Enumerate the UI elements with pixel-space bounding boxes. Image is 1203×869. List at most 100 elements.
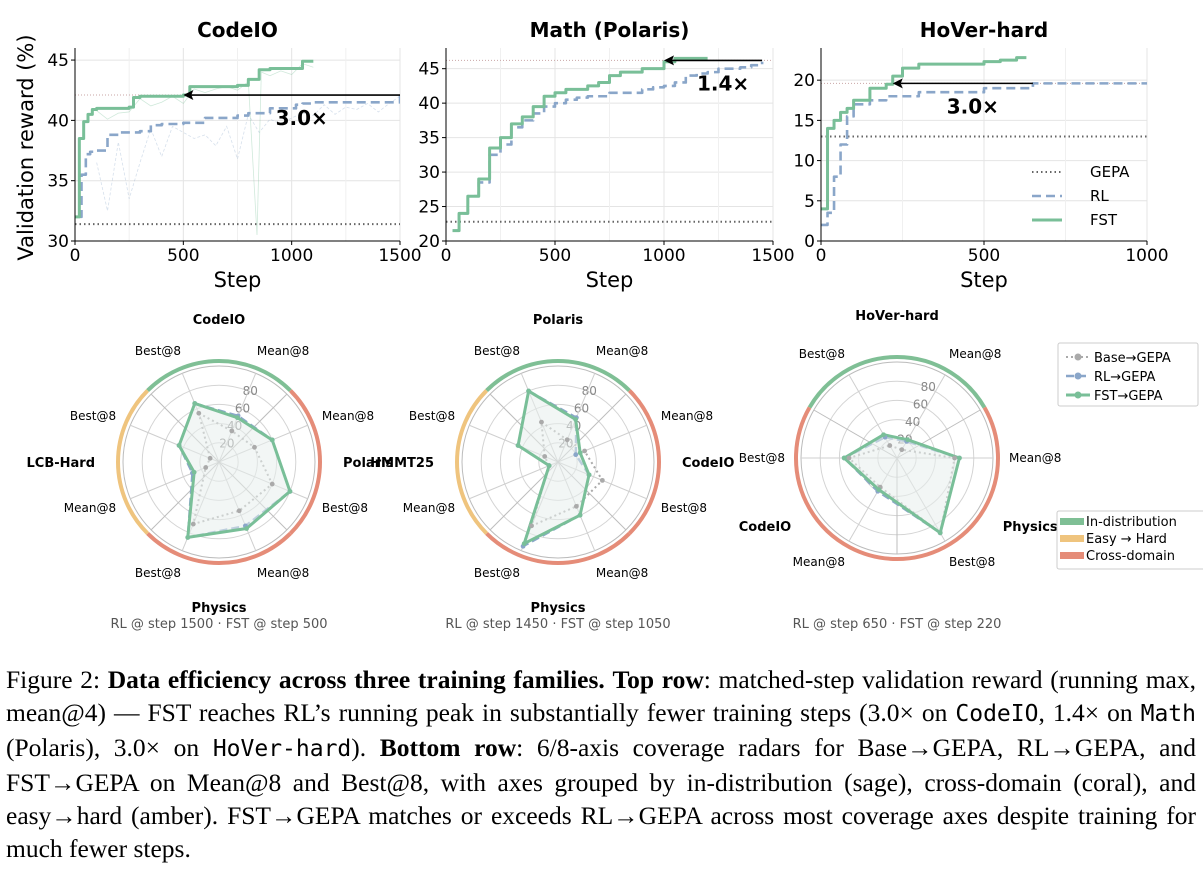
radar-group-band	[897, 406, 1000, 561]
radar-outer-ring	[122, 365, 316, 559]
x-axis-label: Step	[960, 268, 1008, 292]
radar-group-label: Polaris	[343, 456, 394, 471]
series-line-rl	[79, 95, 400, 219]
radar-point	[185, 534, 191, 540]
radar-group-band	[628, 389, 661, 535]
caption-mid-3: ).	[351, 733, 380, 762]
radar-axis-label: Mean@8	[257, 566, 309, 580]
radar-group-band	[146, 359, 292, 392]
radar-point	[192, 401, 198, 406]
y-tick-label: 45	[418, 60, 440, 80]
plot-area	[446, 56, 773, 233]
radar-ring-label: 80	[921, 380, 936, 394]
series-line-fst	[452, 56, 708, 233]
radar-axis-label: Best@8	[135, 344, 181, 358]
legend-marker	[1074, 353, 1082, 361]
radar-axis-label: Best@8	[322, 501, 368, 515]
caption-code-hover: HoVer-hard	[212, 736, 352, 762]
caption-code-codeio: CodeIO	[955, 701, 1039, 727]
y-tick-label: 35	[47, 172, 69, 192]
radar-point	[846, 455, 852, 461]
radar-point	[564, 437, 570, 443]
legend-box	[1056, 510, 1203, 570]
radar-point	[899, 447, 905, 453]
radar-axis-label: Best@8	[135, 566, 181, 580]
radar-group-band	[289, 389, 322, 535]
radar-group-band	[116, 389, 149, 535]
caption-prefix: Figure 2:	[6, 665, 108, 694]
series-line-fst	[821, 56, 1027, 211]
radar-chart-0: 20406080Best@8Mean@8CodeIOMean@8Best@8Po…	[27, 313, 394, 632]
radar-point	[546, 463, 552, 469]
x-tick-label: 1000	[270, 246, 313, 266]
series-line-rl	[821, 82, 1147, 227]
radar-point	[542, 454, 548, 459]
radar-axis-label: Best@8	[661, 501, 707, 515]
radar-group-label: CodeIO	[682, 456, 734, 471]
radar-point	[599, 477, 605, 483]
legend-label: In-distribution	[1086, 515, 1177, 530]
y-tick-label: 0	[804, 232, 815, 252]
radar-point	[573, 452, 579, 458]
chart-title: CodeIO	[197, 18, 278, 42]
radar-group-label: CodeIO	[739, 520, 791, 535]
radar-point	[573, 503, 579, 509]
caption-mid-2: (Polaris), 3.0× on	[6, 733, 213, 762]
radar-axis-label: Mean@8	[1009, 451, 1061, 465]
radar-point	[287, 488, 293, 494]
radar-group-band	[794, 406, 898, 561]
legend-label: Base→GEPA	[1094, 351, 1171, 366]
x-tick-label: 1500	[751, 246, 794, 266]
y-tick-label: 20	[793, 71, 815, 91]
x-tick-label: 0	[441, 246, 452, 266]
legend-label: Cross-domain	[1086, 549, 1175, 564]
legend-label: FST→GEPA	[1094, 389, 1163, 404]
radar-axis-label: Mean@8	[949, 347, 1001, 361]
radar-axis-label: Mean@8	[403, 501, 455, 515]
caption-code-math: Math	[1140, 701, 1196, 727]
x-tick-label: 1500	[378, 246, 421, 266]
radar-group-band	[485, 359, 631, 392]
radar-point	[190, 521, 196, 527]
x-axis-label: Step	[214, 268, 262, 292]
radar-group-label: Physics	[531, 601, 586, 616]
chart-title: HoVer-hard	[920, 18, 1049, 42]
legend-marker	[1074, 391, 1082, 399]
radar-point	[176, 443, 182, 448]
radar-group-label: CodeIO	[193, 313, 245, 328]
radar-axis-label: Mean@8	[64, 501, 116, 515]
radar-point	[244, 526, 249, 531]
figure-caption: Figure 2: Data efficiency across three t…	[6, 663, 1196, 865]
y-tick-label: 25	[418, 198, 440, 218]
y-tick-label: 10	[793, 152, 815, 172]
x-axis-label: Step	[586, 268, 634, 292]
legend-swatch	[1060, 518, 1084, 525]
radar-outer-ring	[461, 365, 655, 559]
radar-ring-label: 40	[905, 415, 920, 429]
caption-top-text: : matched-step validation reward (runnin…	[6, 665, 1196, 727]
chart-title: Math (Polaris)	[530, 18, 690, 42]
radar-point	[529, 523, 534, 529]
radar-point	[881, 432, 886, 438]
speedup-label: 3.0×	[947, 94, 999, 118]
radar-group-label: HoVer-hard	[855, 309, 939, 324]
radar-group-band	[455, 389, 488, 535]
y-tick-label: 15	[793, 111, 815, 131]
radar-axis-label: Best@8	[799, 347, 845, 361]
radar-ring-label: 60	[574, 401, 589, 415]
legend-label: RL→GEPA	[1094, 370, 1155, 385]
radar-point	[577, 450, 583, 456]
radar-point	[269, 437, 275, 443]
radar-point	[539, 419, 544, 425]
radar-group-label: Physics	[192, 601, 247, 616]
speedup-label: 1.4×	[697, 71, 749, 95]
figure-2: 0 500 1000 150030354045CodeIOStepValidation…	[14, 18, 1203, 632]
legend-label-gepa: GEPA	[1090, 163, 1130, 181]
y-tick-label: 40	[418, 94, 440, 114]
radar-ring-label: 60	[235, 401, 250, 415]
radar-point	[191, 469, 197, 475]
line-chart-1: 0 500 1000 1500 20 25 30 35 40 45 Math (Polaris) St…	[418, 18, 794, 292]
radar-point	[269, 481, 275, 487]
speedup-arrow-head	[183, 90, 194, 101]
caption-top-label: Top row	[612, 665, 704, 694]
